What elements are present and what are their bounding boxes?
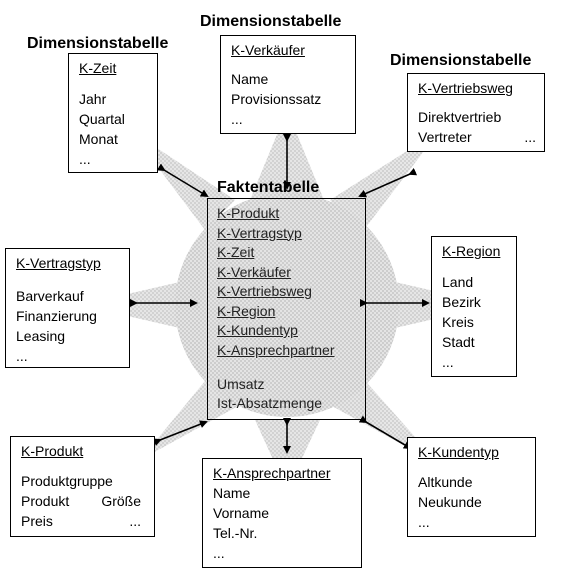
attribute: Neukunde bbox=[418, 494, 482, 510]
dimension-title-vertriebsweg: K-Vertriebsweg bbox=[418, 80, 513, 96]
attribute: Barverkauf bbox=[16, 288, 84, 304]
attribute: Kreis bbox=[442, 314, 474, 330]
arrow-produkt bbox=[152, 420, 208, 446]
dimension-title-produkt: K-Produkt bbox=[21, 443, 84, 459]
dimension-attributes-vertragstyp: Barverkauf Finanzierung Leasing ... bbox=[16, 286, 97, 366]
attribute: ... bbox=[524, 129, 536, 145]
attribute: Leasing bbox=[16, 328, 66, 344]
attribute: Finanzierung bbox=[16, 308, 97, 324]
fact-key: K-Zeit bbox=[217, 244, 255, 260]
dimension-table-vertragstyp: K-Vertragstyp Barverkauf Finanzierung Le… bbox=[5, 248, 130, 368]
attribute: Quartal bbox=[79, 111, 125, 127]
dimension-table-vertriebsweg: K-Vertriebsweg Direktvertrieb Vertreter … bbox=[407, 73, 545, 152]
fact-key: K-Kundentyp bbox=[217, 322, 298, 338]
dimension-attributes-kundentyp: Altkunde Neukunde ... bbox=[418, 472, 482, 532]
attribute: Altkunde bbox=[418, 474, 473, 490]
attribute: Vorname bbox=[213, 505, 270, 521]
dimension-table-zeit: K-Zeit Jahr Quartal Monat ... bbox=[68, 53, 158, 173]
attribute: Land bbox=[442, 274, 474, 290]
dimension-attributes-produkt: Produktgruppe Produkt Größe Preis ... bbox=[21, 471, 141, 531]
attribute: Stadt bbox=[442, 334, 475, 350]
dimension-table-ansprechpartner: K-Ansprechpartner Name Vorname Tel.-Nr. … bbox=[202, 458, 362, 568]
attribute: ... bbox=[231, 111, 243, 127]
fact-table-measures: Umsatz Ist-Absatzmenge bbox=[217, 375, 322, 413]
fact-measure: Umsatz bbox=[217, 376, 265, 392]
attribute: ... bbox=[16, 348, 28, 364]
fact-key: K-Produkt bbox=[217, 205, 280, 221]
attribute: ... bbox=[442, 354, 454, 370]
attribute: ... bbox=[418, 514, 430, 530]
attribute: ... bbox=[129, 513, 141, 529]
fact-key: K-Ansprechpartner bbox=[217, 341, 335, 358]
dimension-attributes-region: Land Bezirk Kreis Stadt ... bbox=[442, 272, 481, 372]
attribute: Provisionssatz bbox=[231, 91, 322, 107]
attribute: Größe bbox=[101, 493, 141, 509]
dimension-attributes-verkaeufer: Name Provisionssatz ... bbox=[231, 69, 321, 129]
dimension-title-region: K-Region bbox=[442, 243, 501, 259]
arrow-kundentyp bbox=[358, 415, 412, 450]
attribute: Tel.-Nr. bbox=[213, 525, 258, 541]
attribute: Produktgruppe bbox=[21, 473, 113, 489]
dimension-table-kundentyp: K-Kundentyp Altkunde Neukunde ... bbox=[407, 437, 536, 537]
fact-table-keys: K-Produkt K-Vertragstyp K-Zeit K-Verkäuf… bbox=[217, 204, 335, 360]
dimension-attributes-ansprechpartner: Name Vorname Tel.-Nr. ... bbox=[213, 483, 269, 563]
dimension-table-verkaeufer: K-Verkäufer Name Provisionssatz ... bbox=[220, 35, 356, 134]
attribute: Jahr bbox=[79, 91, 107, 107]
attribute: Monat bbox=[79, 131, 118, 147]
dimension-title-kundentyp: K-Kundentyp bbox=[418, 444, 499, 460]
header-verkaeufer: Dimensionstabelle bbox=[200, 13, 342, 30]
dimension-table-produkt: K-Produkt Produktgruppe Produkt Größe Pr… bbox=[10, 436, 155, 537]
dimension-title-vertragstyp: K-Vertragstyp bbox=[16, 255, 101, 271]
fact-measure: Ist-Absatzmenge bbox=[217, 395, 323, 411]
dimension-attributes-zeit: Jahr Quartal Monat ... bbox=[79, 89, 125, 169]
arrow-vertriebsweg bbox=[358, 167, 418, 198]
fact-key: K-Region bbox=[217, 302, 276, 319]
attribute: Bezirk bbox=[442, 294, 481, 310]
attribute: Direktvertrieb bbox=[418, 109, 502, 125]
fact-key: K-Verkäufer bbox=[217, 263, 291, 280]
fact-key: K-Vertragstyp bbox=[217, 224, 302, 241]
fact-table: K-Produkt K-Vertragstyp K-Zeit K-Verkäuf… bbox=[207, 198, 366, 420]
header-vertriebsweg: Dimensionstabelle bbox=[390, 52, 532, 69]
attribute: Preis bbox=[21, 513, 53, 529]
attribute: Name bbox=[213, 485, 251, 501]
attribute: Produkt bbox=[21, 493, 70, 509]
attribute: Name bbox=[231, 71, 269, 87]
header-zeit: Dimensionstabelle bbox=[27, 35, 169, 52]
dimension-attributes-vertriebsweg: Direktvertrieb Vertreter ... bbox=[418, 107, 536, 147]
dimension-table-region: K-Region Land Bezirk Kreis Stadt ... bbox=[431, 236, 517, 377]
header-fact-table: Faktentabelle bbox=[217, 179, 320, 196]
dimension-title-zeit: K-Zeit bbox=[79, 60, 117, 76]
arrow-zeit bbox=[156, 163, 209, 198]
dimension-title-ansprechpartner: K-Ansprechpartner bbox=[213, 465, 331, 481]
dimension-title-verkaeufer: K-Verkäufer bbox=[231, 42, 305, 58]
fact-key: K-Vertriebsweg bbox=[217, 283, 312, 299]
attribute: Vertreter bbox=[418, 129, 472, 145]
attribute: ... bbox=[79, 151, 91, 167]
attribute: ... bbox=[213, 545, 225, 561]
